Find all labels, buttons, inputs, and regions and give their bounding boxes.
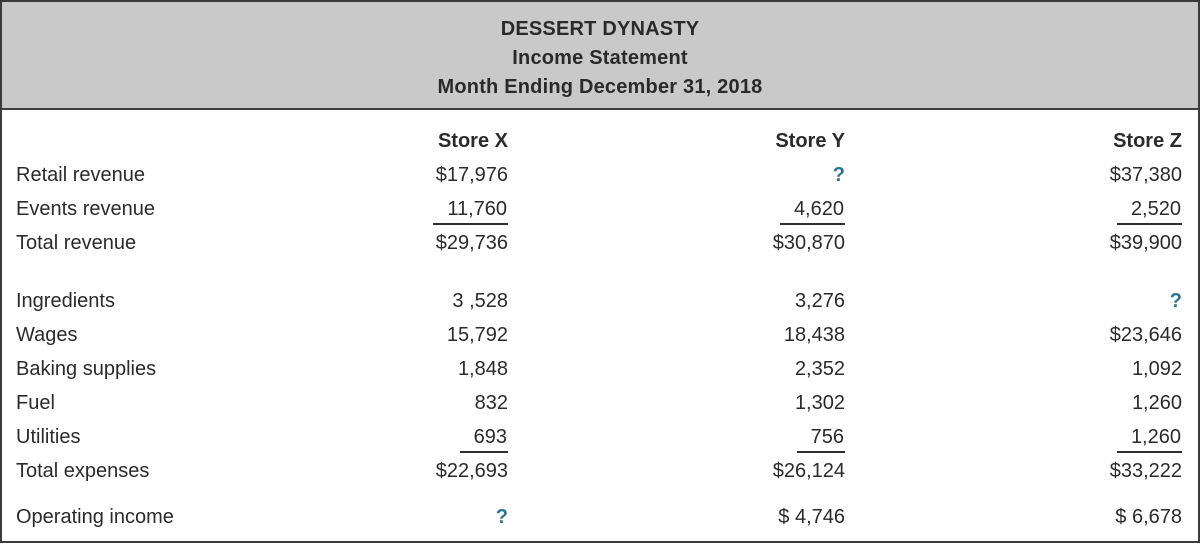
operating-income-store-y: $ 4,746 (778, 506, 845, 528)
row-label-utilities: Utilities (16, 426, 81, 448)
section-spacer (2, 488, 1198, 500)
events-revenue-store-z: 2,520 (845, 192, 1182, 226)
row-label-total-expenses: Total expenses (16, 460, 150, 482)
row-baking-supplies: Baking supplies 1,848 2,352 1,092 (2, 352, 1198, 386)
utilities-store-x: 693 (370, 420, 508, 454)
utilities-store-z: 1,260 (845, 420, 1182, 454)
retail-revenue-store-x: $17,976 (435, 164, 508, 186)
row-wages: Wages 15,792 18,438 $23,646 (2, 318, 1198, 352)
events-revenue-store-y: 4,620 (508, 192, 845, 226)
baking-supplies-store-y: 2,352 (794, 358, 845, 380)
row-label-baking-supplies: Baking supplies (16, 358, 157, 380)
total-expenses-store-z: $33,222 (1109, 460, 1182, 482)
row-total-revenue: Total revenue $29,736 $30,870 $39,900 (2, 226, 1198, 260)
row-events-revenue: Events revenue 11,760 4,620 2,520 (2, 192, 1198, 226)
column-header-store-y: Store Y (775, 130, 845, 152)
events-revenue-store-x: 11,760 (370, 192, 508, 226)
row-label-wages: Wages (16, 324, 78, 346)
row-operating-income: Operating income ? $ 4,746 $ 6,678 (2, 500, 1198, 534)
row-label-operating-income: Operating income (16, 506, 174, 528)
row-label-total-revenue: Total revenue (16, 232, 137, 254)
retail-revenue-store-y-unknown: ? (832, 164, 845, 186)
column-header-row: Store X Store Y Store Z (2, 124, 1198, 158)
retail-revenue-store-z: $37,380 (1109, 164, 1182, 186)
operating-income-store-x-unknown: ? (495, 506, 508, 528)
total-revenue-store-y: $30,870 (772, 232, 845, 254)
total-expenses-store-y: $26,124 (772, 460, 845, 482)
section-spacer (2, 260, 1198, 284)
column-header-spacer (2, 124, 370, 158)
statement-title: Income Statement (512, 47, 688, 69)
baking-supplies-store-z: 1,092 (1131, 358, 1182, 380)
row-retail-revenue: Retail revenue $17,976 ? $37,380 (2, 158, 1198, 192)
row-total-expenses: Total expenses $22,693 $26,124 $33,222 (2, 454, 1198, 488)
statement-header: DESSERT DYNASTY Income Statement Month E… (0, 0, 1200, 110)
row-label-events-revenue: Events revenue (16, 198, 155, 220)
utilities-store-y: 756 (508, 420, 845, 454)
ingredients-store-z-unknown: ? (1169, 290, 1182, 312)
row-label-retail-revenue: Retail revenue (16, 164, 145, 186)
company-name: DESSERT DYNASTY (500, 18, 700, 40)
ingredients-store-y: 3,276 (794, 290, 845, 312)
column-header-store-z: Store Z (1113, 130, 1182, 152)
total-revenue-store-z: $39,900 (1109, 232, 1182, 254)
wages-store-z: $23,646 (1109, 324, 1182, 346)
baking-supplies-store-x: 1,848 (457, 358, 508, 380)
statement-period: Month Ending December 31, 2018 (437, 76, 763, 98)
statement-body: Store X Store Y Store Z Retail revenue $… (0, 110, 1200, 543)
column-header-store-x: Store X (437, 130, 508, 152)
row-ingredients: Ingredients 3 ,528 3,276 ? (2, 284, 1198, 318)
ingredients-store-x: 3 ,528 (452, 290, 508, 312)
row-label-ingredients: Ingredients (16, 290, 115, 312)
row-utilities: Utilities 693 756 1,260 (2, 420, 1198, 454)
row-fuel: Fuel 832 1,302 1,260 (2, 386, 1198, 420)
fuel-store-y: 1,302 (794, 392, 845, 414)
total-expenses-store-x: $22,693 (435, 460, 508, 482)
fuel-store-z: 1,260 (1131, 392, 1182, 414)
wages-store-x: 15,792 (446, 324, 508, 346)
fuel-store-x: 832 (474, 392, 508, 414)
wages-store-y: 18,438 (783, 324, 845, 346)
operating-income-store-z: $ 6,678 (1115, 506, 1182, 528)
row-label-fuel: Fuel (16, 392, 55, 414)
total-revenue-store-x: $29,736 (435, 232, 508, 254)
